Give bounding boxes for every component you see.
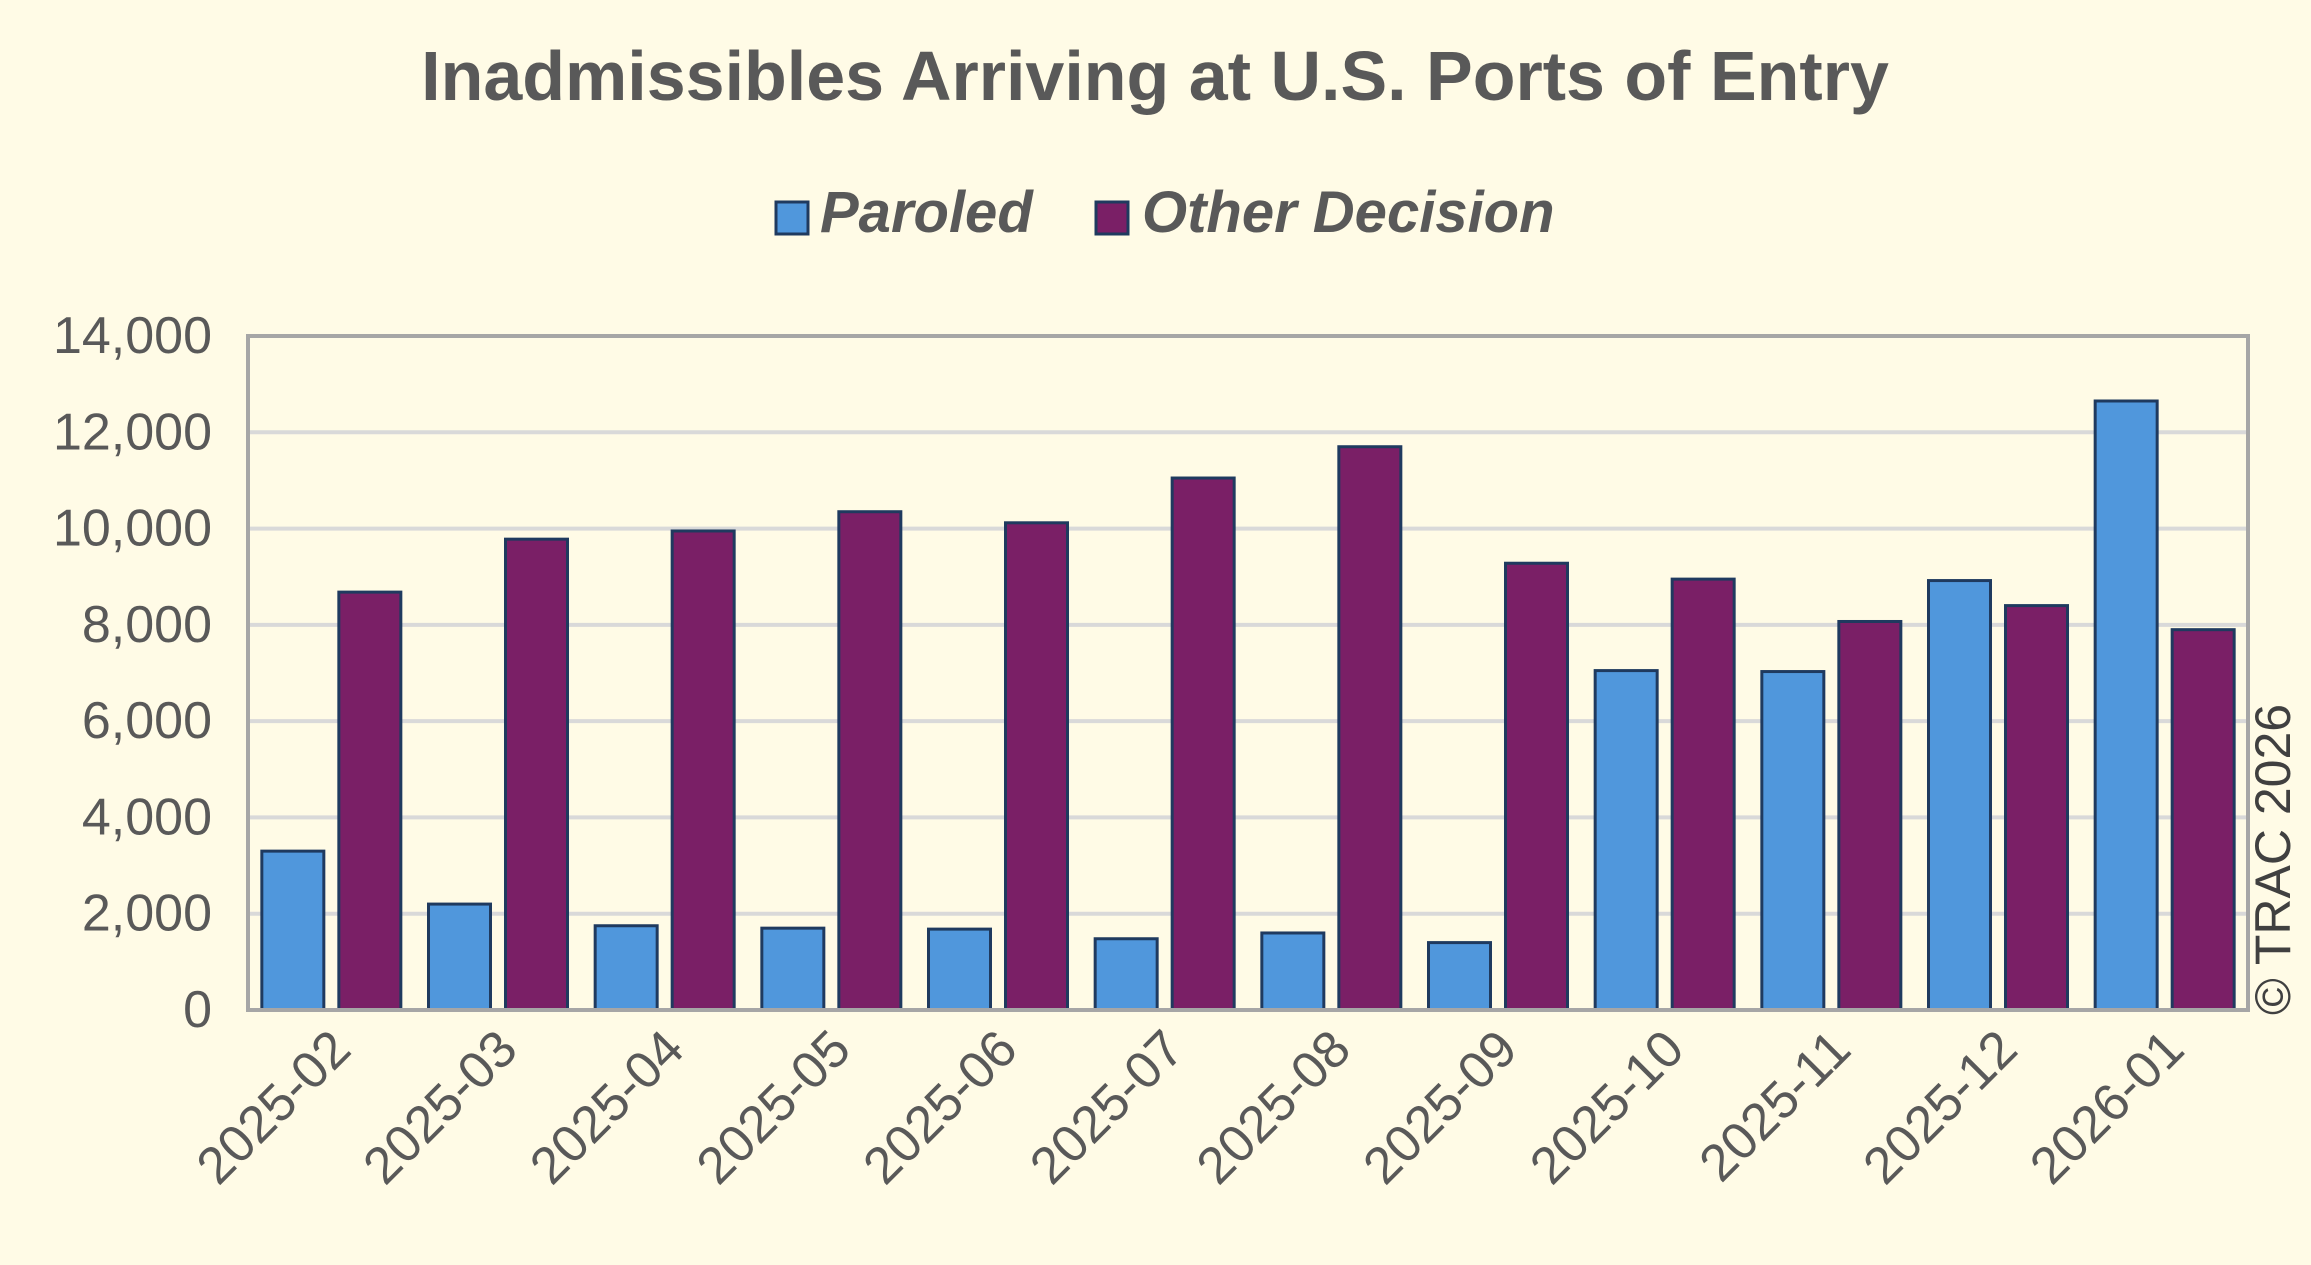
y-tick-label: 0: [183, 981, 212, 1039]
bar-paroled-2026-01: [2093, 399, 2159, 1012]
chart-title: Inadmissibles Arriving at U.S. Ports of …: [421, 37, 1889, 115]
x-tick-label: 2025-09: [1353, 1019, 1529, 1195]
bar-other-decision-2025-07: [1170, 476, 1236, 1012]
bar-paroled-2025-03: [427, 902, 492, 1012]
x-tick-label: 2026-01: [2019, 1019, 2195, 1195]
bar-other-decision-2025-03: [504, 537, 569, 1012]
x-tick-label: 2025-03: [353, 1019, 529, 1195]
bar-other-decision-2025-09: [1504, 561, 1569, 1012]
x-tick-label: 2025-12: [1853, 1019, 2029, 1195]
x-tick-label: 2025-11: [1689, 1019, 1862, 1192]
bar-paroled-2025-02: [260, 849, 326, 1012]
bar-other-decision-2025-06: [1004, 521, 1069, 1012]
y-tick-label: 2,000: [82, 885, 212, 943]
legend-label-paroled: Paroled: [820, 180, 1034, 245]
bar-paroled-2025-10: [1593, 669, 1659, 1012]
bar-other-decision-2025-12: [2004, 604, 2069, 1012]
copyright-credit: © TRAC 2026: [2245, 704, 2301, 1015]
x-tick-label: 2025-04: [519, 1019, 695, 1195]
legend: Paroled Other Decision: [774, 180, 1555, 245]
legend-swatch-other-decision: [1094, 200, 1130, 236]
y-tick-label: 12,000: [53, 403, 212, 461]
bar-other-decision-2025-08: [1337, 445, 1403, 1012]
bar-other-decision-2025-11: [1837, 619, 1903, 1012]
x-tick-label: 2025-10: [1519, 1019, 1695, 1195]
y-tick-label: 6,000: [82, 692, 212, 750]
bar-paroled-2025-05: [760, 926, 826, 1012]
bars: [260, 399, 2236, 1012]
gridlines: [248, 430, 2248, 916]
x-tick-label: 2025-05: [686, 1019, 862, 1195]
plot-area-frame: [246, 334, 2250, 1012]
bar-other-decision-2026-01: [2170, 628, 2236, 1012]
bar-paroled-2025-06: [927, 927, 992, 1012]
bar-other-decision-2025-04: [670, 529, 736, 1012]
x-tick-label: 2025-08: [1186, 1019, 1362, 1195]
bar-other-decision-2025-05: [837, 510, 903, 1012]
y-tick-label: 4,000: [82, 788, 212, 846]
x-tick-label: 2025-02: [186, 1019, 362, 1195]
x-tick-label: 2025-07: [1019, 1019, 1195, 1195]
y-tick-label: 8,000: [82, 596, 212, 654]
bar-paroled-2025-07: [1093, 937, 1159, 1012]
legend-label-other-decision: Other Decision: [1142, 180, 1555, 245]
bar-other-decision-2025-02: [337, 590, 403, 1012]
x-tick-label: 2025-06: [853, 1019, 1029, 1195]
bar-paroled-2025-09: [1427, 941, 1492, 1012]
y-axis-ticks: 0 2,000 4,000 6,000 8,000 10,000 12,000 14,000: [53, 307, 212, 1039]
y-tick-label: 14,000: [53, 307, 212, 365]
bar-paroled-2025-11: [1760, 670, 1826, 1012]
bar-other-decision-2025-10: [1670, 577, 1736, 1012]
y-tick-label: 10,000: [53, 500, 212, 558]
bar-paroled-2025-04: [593, 924, 659, 1012]
x-axis-ticks: 2025-022025-032025-042025-052025-062025-…: [186, 1019, 2195, 1195]
legend-swatch-paroled: [774, 200, 810, 236]
bar-paroled-2025-12: [1927, 579, 1992, 1012]
bar-paroled-2025-08: [1260, 931, 1326, 1012]
